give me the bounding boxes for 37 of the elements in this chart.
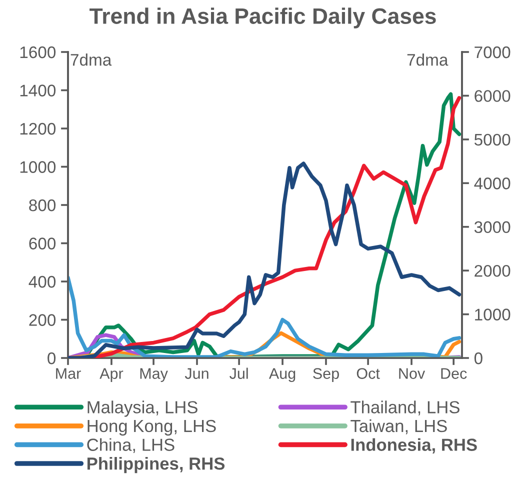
chart-title: Trend in Asia Pacific Daily Cases xyxy=(90,8,436,28)
y-tick-label: 400 xyxy=(28,276,56,288)
y-tick-label: 0 xyxy=(48,352,56,364)
legend-label: Hong Kong, LHS xyxy=(88,420,216,436)
legend-label: Philippines, RHS xyxy=(87,456,225,474)
y-tick-label: 600 xyxy=(29,238,56,250)
x-tick-label: Aug xyxy=(268,368,296,382)
y2-tick-label: 4000 xyxy=(474,178,510,190)
y-tick-label: 1200 xyxy=(20,122,56,135)
legend-label: Taiwan, LHS xyxy=(350,419,447,434)
x-tick-label: Mar xyxy=(56,368,81,379)
x-tick-label: Jun xyxy=(184,368,208,379)
y2-tick-label: 3000 xyxy=(474,221,510,234)
y2-tick-label: 1000 xyxy=(475,308,510,320)
x-tick-label: Sep xyxy=(313,368,339,382)
y-tick-label: 1000 xyxy=(20,161,56,173)
x-tick-label: Nov xyxy=(399,368,426,379)
legend-label: Indonesia, RHS xyxy=(351,438,477,454)
x-tick-label: Dec xyxy=(441,368,467,379)
y2-tick-label: 5000 xyxy=(474,134,510,146)
y-tick-label: 800 xyxy=(29,199,56,212)
y2-tick-label: 6000 xyxy=(474,90,510,102)
y2-tick-label: 2000 xyxy=(474,264,510,277)
x-tick-label: Apr xyxy=(100,368,124,382)
x-tick-label: Jul xyxy=(230,368,248,379)
y2-tick-label: 0 xyxy=(474,352,482,364)
x-tick-label: Oct xyxy=(356,368,380,379)
y-tick-label: 1600 xyxy=(20,46,56,58)
legend-label: China, LHS xyxy=(87,438,174,454)
y2-axis-title: 7dma xyxy=(407,54,448,66)
y-tick-label: 1400 xyxy=(20,84,56,96)
legend-label: Thailand, LHS xyxy=(350,400,460,416)
y-axis-title: 7dma xyxy=(70,54,112,66)
y2-tick-label: 7000 xyxy=(474,46,510,58)
y-tick-label: 200 xyxy=(29,314,56,326)
x-tick-label: May xyxy=(140,368,168,382)
legend-label: Malaysia, LHS xyxy=(88,400,198,417)
